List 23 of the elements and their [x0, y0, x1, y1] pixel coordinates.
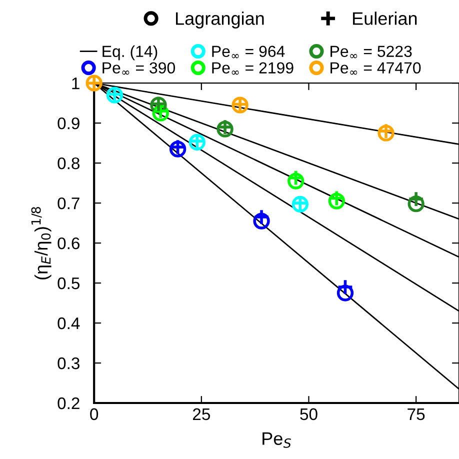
y-tick-label: 0.2 [58, 397, 80, 410]
y-tick-label: 0.6 [58, 237, 80, 250]
legend-label: Pe$_{∞}$ = 2199 [212, 62, 294, 75]
y-tick-label: 0.7 [58, 197, 80, 210]
x-tick-label: 25 [192, 408, 210, 420]
y-tick-label: 1 [72, 78, 80, 90]
legend-label: Pe$_{∞}$ = 5223 [330, 46, 412, 58]
x-tick-label: 0 [90, 408, 98, 420]
y-axis-title: (η$_{E}$/η$_{0}$)$^{1/8}$ [31, 207, 52, 280]
legend-label: Pe$_{∞}$ = 964 [212, 46, 285, 58]
y-tick-label: 0.8 [58, 157, 80, 170]
x-tick-label: 75 [408, 408, 425, 420]
y-tick-label: 0.9 [58, 117, 80, 130]
legend-label: Pe$_{∞}$ = 47470 [330, 62, 421, 75]
legend-label: Lagrangian [176, 12, 264, 28]
x-axis-title: Pe$_{S}$ [262, 432, 291, 448]
x-tick-label: 50 [300, 408, 318, 420]
y-tick-label: 0.5 [58, 277, 80, 290]
legend-label: Eq. (14) [102, 45, 158, 60]
y-tick-label: 0.4 [58, 317, 80, 330]
legend-label: Eulerian [353, 12, 417, 25]
y-tick-label: 0.3 [58, 357, 80, 370]
legend-label: Pe$_{∞}$ = 390 [102, 62, 176, 75]
